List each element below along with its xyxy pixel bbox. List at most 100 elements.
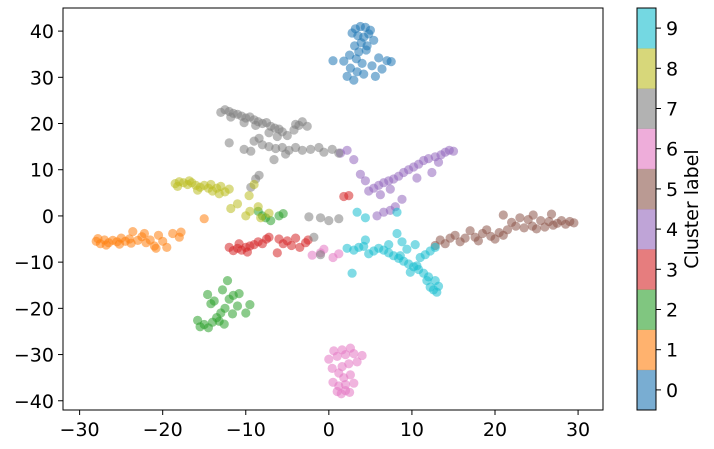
point-cluster-7 bbox=[334, 148, 344, 158]
x-axis-ticks: −30 −20 −10 0 10 20 30 bbox=[60, 410, 590, 441]
point-cluster-0 bbox=[328, 56, 338, 66]
point-cluster-7 bbox=[282, 130, 292, 141]
y-tick-label: 10 bbox=[30, 160, 54, 182]
point-cluster-8 bbox=[253, 202, 263, 212]
point-cluster-6 bbox=[349, 378, 359, 388]
point-cluster-1 bbox=[93, 234, 103, 244]
point-cluster-7 bbox=[239, 118, 249, 128]
point-cluster-9 bbox=[392, 207, 402, 217]
colorbar-swatch-6 bbox=[637, 128, 656, 170]
colorbar-swatch-1 bbox=[637, 329, 656, 371]
point-cluster-2 bbox=[219, 319, 229, 329]
colorbar-tick-label: 3 bbox=[666, 259, 678, 281]
point-cluster-3 bbox=[286, 240, 297, 251]
point-cluster-4 bbox=[427, 167, 437, 178]
point-cluster-7 bbox=[251, 120, 261, 130]
x-tick-label: 30 bbox=[566, 419, 590, 441]
point-cluster-7 bbox=[269, 155, 279, 165]
x-tick-label: 20 bbox=[483, 419, 507, 441]
colorbar-tick-label: 7 bbox=[666, 99, 678, 121]
point-cluster-7 bbox=[334, 214, 344, 224]
point-cluster-8 bbox=[193, 185, 203, 195]
point-cluster-9 bbox=[397, 237, 407, 247]
point-cluster-0 bbox=[342, 71, 352, 81]
point-cluster-5 bbox=[455, 237, 465, 247]
point-cluster-8 bbox=[245, 206, 255, 216]
point-cluster-6 bbox=[329, 346, 339, 356]
colorbar-tick-label: 9 bbox=[666, 18, 678, 40]
point-cluster-8 bbox=[226, 203, 236, 214]
point-cluster-3 bbox=[242, 247, 252, 257]
colorbar-label: Cluster label bbox=[681, 149, 703, 268]
y-axis-ticks: −40 −30 −20 −10 0 10 20 30 40 bbox=[14, 21, 63, 413]
point-cluster-0 bbox=[370, 71, 380, 81]
colorbar-swatch-7 bbox=[637, 88, 656, 129]
point-cluster-9 bbox=[430, 242, 440, 252]
point-cluster-5 bbox=[519, 223, 529, 233]
colorbar-tick-label: 6 bbox=[666, 139, 678, 161]
point-cluster-8 bbox=[244, 191, 254, 201]
point-cluster-4 bbox=[379, 207, 389, 217]
point-cluster-6 bbox=[352, 357, 362, 367]
point-cluster-0 bbox=[345, 50, 355, 60]
point-cluster-4 bbox=[397, 194, 407, 204]
point-cluster-9 bbox=[395, 251, 405, 261]
point-cluster-6 bbox=[344, 359, 354, 369]
point-cluster-7 bbox=[297, 117, 307, 127]
point-cluster-4 bbox=[433, 157, 444, 167]
point-cluster-9 bbox=[402, 244, 412, 254]
colorbar-tick-label: 1 bbox=[666, 340, 678, 362]
y-tick-label: 30 bbox=[30, 67, 54, 89]
point-cluster-6 bbox=[337, 345, 347, 355]
point-cluster-2 bbox=[220, 303, 230, 313]
point-cluster-7 bbox=[239, 144, 249, 154]
x-tick-label: −10 bbox=[226, 419, 266, 441]
point-cluster-7 bbox=[324, 216, 334, 226]
point-cluster-6 bbox=[345, 370, 355, 380]
colorbar-swatch-9 bbox=[637, 8, 656, 49]
point-cluster-0 bbox=[339, 56, 349, 66]
point-cluster-2 bbox=[234, 289, 244, 299]
point-cluster-8 bbox=[249, 179, 259, 190]
point-cluster-7 bbox=[216, 107, 226, 117]
point-cluster-9 bbox=[430, 276, 440, 286]
point-cluster-0 bbox=[347, 28, 357, 38]
point-cluster-0 bbox=[362, 41, 372, 51]
point-cluster-7 bbox=[319, 147, 329, 157]
point-cluster-4 bbox=[412, 173, 422, 183]
point-cluster-6 bbox=[345, 343, 355, 353]
point-cluster-8 bbox=[206, 179, 216, 190]
point-cluster-3 bbox=[264, 232, 274, 242]
y-tick-label: 20 bbox=[30, 114, 54, 136]
point-cluster-7 bbox=[306, 144, 316, 154]
point-cluster-9 bbox=[410, 240, 420, 250]
point-cluster-8 bbox=[224, 184, 234, 194]
colorbar-tick-label: 5 bbox=[666, 179, 678, 201]
point-cluster-0 bbox=[377, 64, 387, 74]
point-cluster-4 bbox=[364, 186, 374, 196]
point-cluster-5 bbox=[527, 221, 538, 231]
point-cluster-0 bbox=[364, 29, 374, 39]
point-cluster-7 bbox=[224, 138, 234, 148]
point-cluster-4 bbox=[372, 211, 382, 221]
point-cluster-0 bbox=[357, 58, 367, 68]
point-cluster-1 bbox=[101, 240, 111, 250]
point-cluster-7 bbox=[226, 112, 236, 122]
colorbar-tick-label: 0 bbox=[666, 380, 678, 402]
point-cluster-6 bbox=[328, 377, 338, 387]
colorbar-swatch-3 bbox=[637, 249, 656, 290]
point-cluster-5 bbox=[470, 232, 480, 242]
point-cluster-6 bbox=[327, 363, 337, 373]
point-cluster-7 bbox=[297, 145, 307, 155]
point-cluster-4 bbox=[355, 169, 365, 179]
colorbar-swatch-8 bbox=[637, 48, 656, 89]
point-cluster-6 bbox=[307, 250, 317, 260]
point-cluster-3 bbox=[272, 248, 282, 258]
point-cluster-8 bbox=[232, 199, 243, 209]
point-cluster-8 bbox=[184, 176, 194, 186]
point-cluster-2 bbox=[217, 285, 228, 295]
point-cluster-7 bbox=[281, 149, 291, 159]
point-cluster-0 bbox=[345, 63, 355, 73]
point-cluster-9 bbox=[392, 228, 402, 239]
